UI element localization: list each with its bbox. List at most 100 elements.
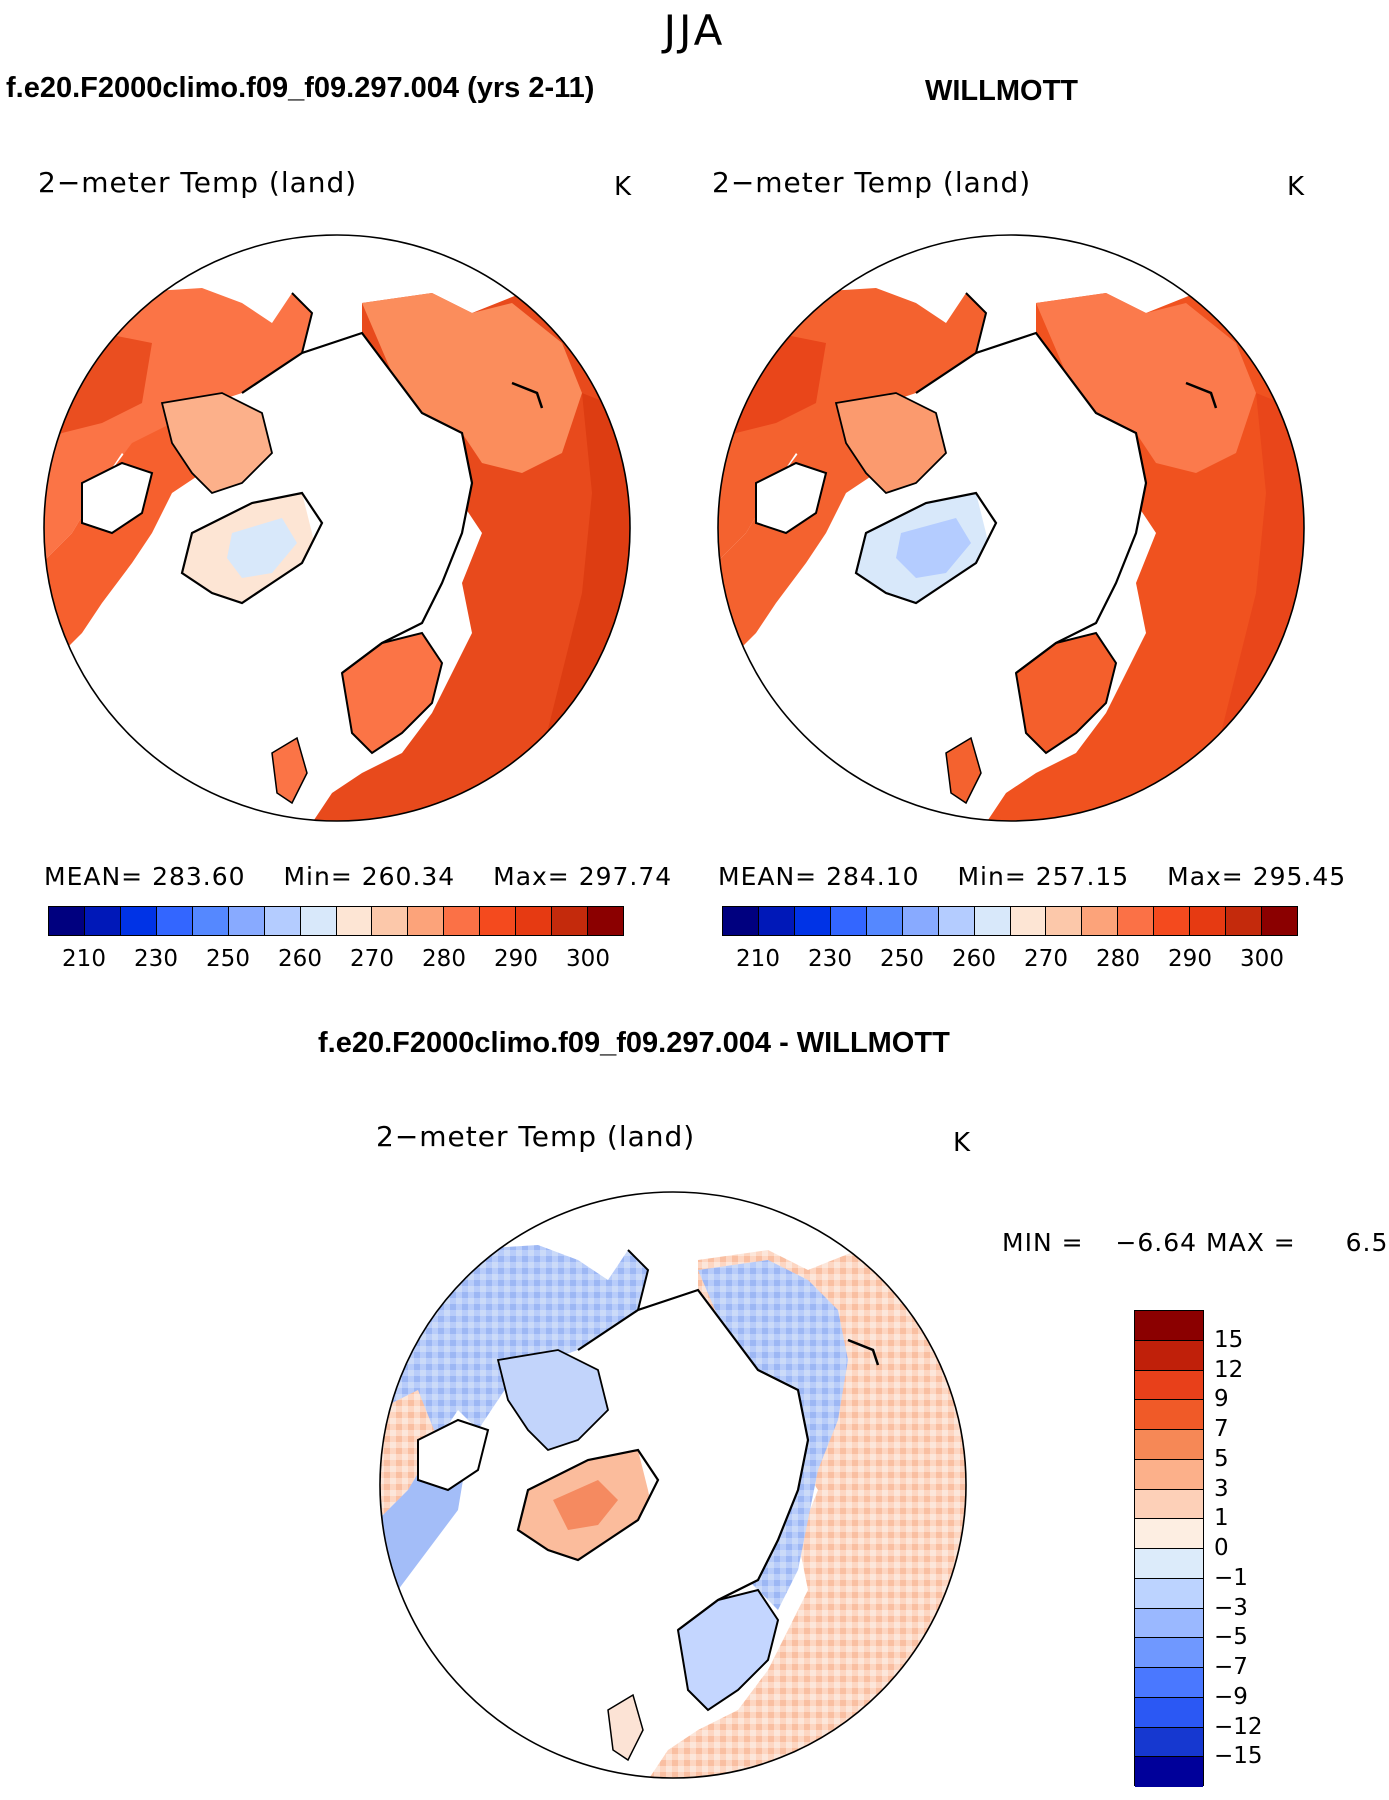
diff-colorbar-swatch [1135,1668,1203,1698]
obs-colorbar-swatch [1118,907,1155,935]
obs-colorbar-tick-label: 250 [880,946,924,972]
obs-colorbar-swatch [794,907,831,935]
obs-colorbar-swatch [830,907,867,935]
figure-title: JJA [663,6,726,55]
obs-stats: MEAN= 284.10 Min= 257.15 Max= 295.45 [718,862,1346,891]
model-colorbar-swatch [156,907,193,935]
diff-colorbar-tick-label: 9 [1214,1386,1229,1413]
model-min-value: 260.34 [361,862,456,891]
model-colorbar-tick-label: 230 [134,946,178,972]
model-max-value: 297.74 [578,862,673,891]
model-colorbar-swatch [588,907,623,935]
diff-colorbar-tick-label: 1 [1214,1505,1229,1532]
diff-variable-label: 2−meter Temp (land) [376,1120,696,1153]
obs-colorbar-swatch [758,907,795,935]
diff-colorbar-swatch [1135,1578,1203,1609]
model-colorbar-swatch [372,907,409,935]
diff-colorbar-swatch [1135,1727,1203,1758]
diff-polar-map [379,1191,967,1779]
diff-min-value: −6.64 [1115,1228,1198,1257]
model-colorbar-tick-label: 250 [206,946,250,972]
model-colorbar-swatch [444,907,481,935]
model-colorbar-swatch [192,907,229,935]
model-colorbar-swatch [84,907,121,935]
model-colorbar-swatch [516,907,553,935]
model-colorbar-tick-label: 210 [62,946,106,972]
diff-stats: MIN = −6.64 MAX = 6.59 [1002,1228,1389,1257]
obs-polar-map [717,234,1305,822]
obs-panel-title: WILLMOTT [925,75,1079,107]
obs-colorbar-swatch [1226,907,1263,935]
diff-colorbar-swatch [1135,1608,1203,1639]
diff-colorbar-ticks: 15 12 9 7 5 3 1 0 −1 −3 −5 −7 −9 −12 −15 [1214,1310,1294,1786]
diff-colorbar-tick-label: 7 [1214,1416,1229,1442]
diff-min-label: MIN = [1002,1228,1084,1257]
model-colorbar-swatch [408,907,445,935]
obs-colorbar-swatch [866,907,903,935]
diff-panel-title: f.e20.F2000climo.f09_f09.297.004 - WILLM… [318,1027,950,1059]
diff-units-label: K [953,1128,971,1158]
obs-colorbar-swatch [1082,907,1119,935]
model-colorbar-swatch [552,907,589,935]
obs-colorbar-swatch [1190,907,1227,935]
model-max-label: Max= [493,862,570,891]
obs-colorbar-swatch [974,907,1011,935]
obs-colorbar-tick-label: 300 [1240,946,1284,972]
obs-colorbar-tick-label: 230 [808,946,852,972]
diff-colorbar-tick-label: 3 [1214,1475,1229,1502]
model-colorbar-swatch [228,907,265,935]
diff-colorbar-swatch [1135,1697,1203,1728]
model-polar-map [43,234,631,822]
obs-max-value: 295.45 [1252,862,1347,891]
obs-colorbar-tick-label: 270 [1024,946,1068,972]
model-colorbar-swatch [120,907,157,935]
diff-colorbar-tick-label: −9 [1214,1683,1248,1710]
diff-colorbar-tick-label: −12 [1214,1713,1263,1740]
diff-max-label: MAX = [1206,1228,1296,1257]
model-mean-label: MEAN= [44,862,144,891]
model-colorbar-tick-label: 260 [278,946,322,972]
obs-min-value: 257.15 [1035,862,1130,891]
diff-colorbar-swatch [1135,1757,1203,1787]
model-colorbar-tick-label: 280 [422,946,466,972]
model-colorbar-swatch [264,907,301,935]
diff-colorbar-swatch [1135,1340,1203,1371]
obs-colorbar-swatch [1010,907,1047,935]
model-colorbar-swatch [336,907,373,935]
model-panel-title: f.e20.F2000climo.f09_f09.297.004 (yrs 2-… [6,72,595,104]
model-colorbar-ticks: 210 230 250 260 270 280 290 300 [48,946,624,976]
diff-colorbar-tick-label: 0 [1214,1535,1229,1561]
diff-colorbar-tick-label: −1 [1214,1564,1248,1591]
obs-colorbar-tick-label: 280 [1096,946,1140,972]
obs-colorbar-swatch [1046,907,1083,935]
obs-colorbar-swatch [723,907,759,935]
model-colorbar-tick-label: 290 [494,946,538,972]
diff-colorbar-swatch [1135,1311,1203,1341]
obs-mean-label: MEAN= [718,862,818,891]
obs-colorbar [722,906,1298,936]
obs-units-label: K [1287,172,1305,202]
diff-colorbar-tick-label: −7 [1214,1654,1248,1680]
diff-colorbar-swatch [1135,1459,1203,1490]
diff-max-value: 6.59 [1345,1228,1389,1257]
obs-colorbar-tick-label: 210 [736,946,780,972]
diff-colorbar-tick-label: 12 [1214,1356,1244,1383]
diff-colorbar-swatch [1135,1430,1203,1460]
diff-colorbar-swatch [1135,1489,1203,1520]
diff-colorbar-tick-label: 15 [1214,1326,1244,1353]
model-min-label: Min= [283,862,353,891]
obs-colorbar-swatch [938,907,975,935]
diff-colorbar-swatch [1135,1519,1203,1549]
obs-max-label: Max= [1167,862,1244,891]
obs-colorbar-ticks: 210 230 250 260 270 280 290 300 [722,946,1298,976]
diff-colorbar-swatch [1135,1400,1203,1430]
obs-colorbar-swatch [902,907,939,935]
obs-variable-label: 2−meter Temp (land) [712,166,1032,199]
obs-colorbar-swatch [1262,907,1297,935]
diff-colorbar-tick-label: 5 [1214,1445,1229,1472]
model-colorbar-swatch [480,907,517,935]
diff-colorbar [1134,1310,1204,1787]
model-colorbar-tick-label: 300 [566,946,610,972]
model-colorbar-swatch [49,907,85,935]
obs-colorbar-tick-label: 260 [952,946,996,972]
